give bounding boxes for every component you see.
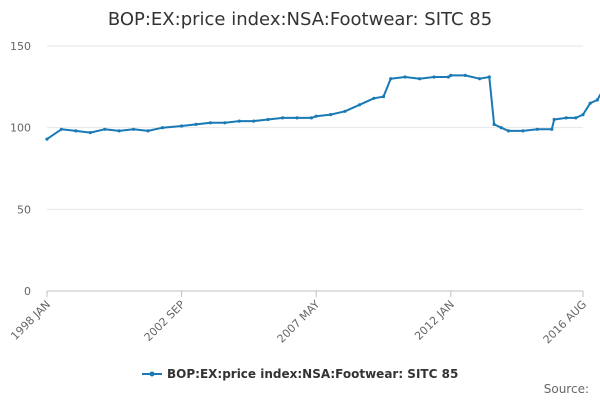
data-point[interactable] — [499, 126, 503, 130]
data-point[interactable] — [446, 75, 450, 79]
legend-label: BOP:EX:price index:NSA:Footwear: SITC 85 — [167, 367, 458, 381]
data-point[interactable] — [357, 103, 362, 107]
x-axis: 1998 JAN 2002 SEP 2007 MAY 2012 JAN 2016 AUG — [8, 291, 589, 346]
data-point[interactable] — [314, 114, 318, 118]
series-layer — [45, 73, 600, 141]
data-point[interactable] — [487, 75, 491, 79]
chart-title: BOP:EX:price index:NSA:Footwear: SITC 85 — [108, 9, 492, 30]
legend[interactable]: BOP:EX:price index:NSA:Footwear: SITC 85 — [142, 367, 458, 381]
data-point[interactable] — [160, 126, 164, 130]
data-point[interactable] — [131, 127, 136, 131]
gridlines — [47, 45, 583, 292]
data-point[interactable] — [103, 127, 107, 131]
data-point[interactable] — [237, 119, 241, 123]
data-point[interactable] — [552, 117, 556, 122]
data-point[interactable] — [588, 101, 592, 105]
x-tick-label: 2012 JAN — [412, 298, 457, 343]
y-tick-label: 100 — [10, 122, 31, 135]
data-point[interactable] — [492, 122, 496, 126]
data-point[interactable] — [180, 124, 184, 128]
data-point[interactable] — [381, 95, 386, 99]
x-tick-label: 2007 MAY — [275, 298, 323, 346]
data-point[interactable] — [309, 116, 313, 120]
x-tick-label: 1998 JAN — [8, 298, 53, 343]
data-point[interactable] — [432, 75, 436, 79]
x-tick-label: 2016 AUG — [541, 298, 590, 347]
y-tick-label: 0 — [24, 285, 31, 298]
series-line[interactable] — [46, 74, 600, 140]
data-point[interactable] — [449, 73, 453, 77]
y-tick-label: 50 — [17, 203, 31, 216]
data-point[interactable] — [564, 116, 568, 120]
data-point[interactable] — [595, 98, 600, 102]
data-point[interactable] — [281, 116, 285, 120]
data-point[interactable] — [252, 119, 256, 123]
data-point[interactable] — [223, 121, 227, 125]
data-point[interactable] — [403, 75, 407, 79]
data-point[interactable] — [194, 122, 198, 126]
data-point[interactable] — [74, 129, 78, 133]
data-point[interactable] — [574, 116, 578, 120]
data-point[interactable] — [295, 116, 299, 120]
y-tick-label: 150 — [10, 40, 31, 53]
data-point[interactable] — [478, 77, 482, 81]
y-axis: 0 50 100 150 — [10, 40, 31, 298]
data-point[interactable] — [418, 77, 422, 81]
data-point[interactable] — [45, 137, 49, 141]
data-point[interactable] — [463, 73, 467, 77]
data-point[interactable] — [59, 127, 64, 131]
data-point[interactable] — [372, 96, 376, 100]
x-tick-label: 2002 SEP — [142, 298, 188, 344]
source-label: Source: — [544, 382, 589, 396]
data-point[interactable] — [343, 109, 347, 113]
data-point[interactable] — [521, 129, 525, 133]
data-point[interactable] — [329, 113, 333, 117]
data-point[interactable] — [506, 129, 511, 133]
data-point[interactable] — [266, 117, 270, 122]
data-point[interactable] — [117, 129, 121, 133]
data-point[interactable] — [389, 77, 393, 81]
data-point[interactable] — [581, 113, 585, 117]
data-point[interactable] — [208, 121, 212, 125]
data-point[interactable] — [550, 127, 554, 131]
data-point[interactable] — [88, 131, 92, 135]
data-point[interactable] — [146, 129, 150, 133]
data-point[interactable] — [535, 127, 539, 131]
legend-point-marker — [149, 371, 155, 377]
